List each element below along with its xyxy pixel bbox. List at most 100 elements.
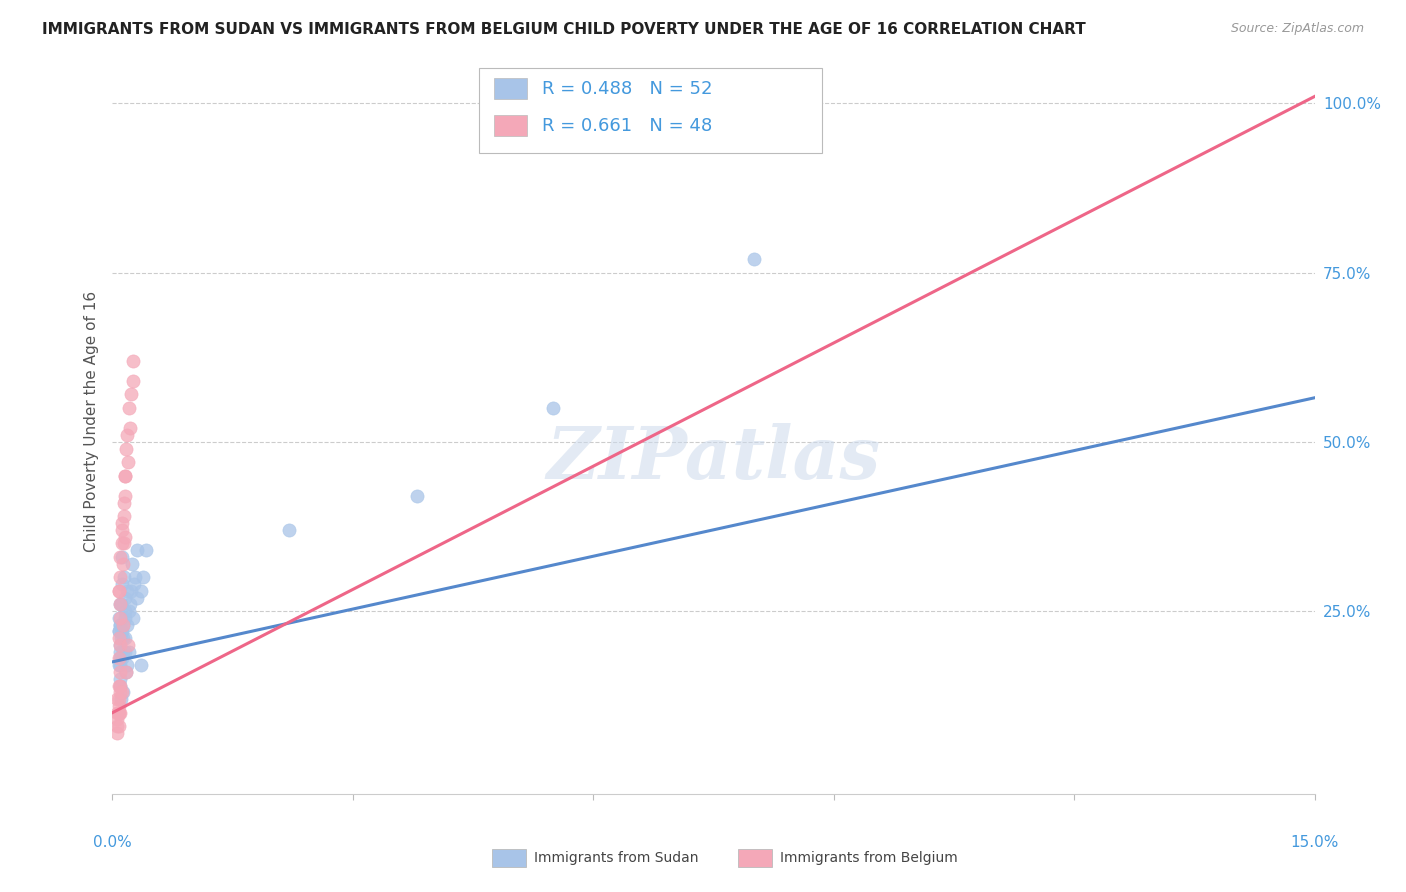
Text: R = 0.488   N = 52: R = 0.488 N = 52 (541, 79, 713, 97)
Point (108, 692, 131, 706)
Point (108, 583, 131, 598)
Point (110, 597, 132, 611)
Point (110, 611, 132, 625)
Point (108, 698, 131, 713)
Point (111, 557, 134, 571)
Point (105, 692, 128, 706)
Point (111, 523, 134, 537)
Point (112, 536, 135, 550)
Point (122, 577, 145, 591)
Point (110, 658, 132, 673)
Point (110, 692, 132, 706)
Point (117, 401, 139, 415)
Point (112, 570, 135, 584)
Point (114, 468, 136, 483)
Point (108, 617, 131, 632)
Point (110, 679, 132, 693)
Point (120, 421, 142, 435)
Point (114, 604, 136, 618)
Point (115, 658, 138, 673)
Point (105, 726, 128, 740)
Point (110, 617, 132, 632)
Point (406, 489, 429, 503)
Text: IMMIGRANTS FROM SUDAN VS IMMIGRANTS FROM BELGIUM CHILD POVERTY UNDER THE AGE OF : IMMIGRANTS FROM SUDAN VS IMMIGRANTS FROM… (42, 22, 1085, 37)
Point (114, 530, 136, 544)
Point (108, 583, 131, 598)
Point (110, 597, 132, 611)
Text: Immigrants from Sudan: Immigrants from Sudan (534, 851, 699, 865)
Point (742, 252, 765, 266)
Point (112, 496, 135, 510)
Point (115, 583, 138, 598)
Point (120, 597, 142, 611)
Point (114, 591, 136, 605)
Text: R = 0.661   N = 48: R = 0.661 N = 48 (541, 117, 711, 135)
Point (108, 611, 131, 625)
Point (121, 557, 143, 571)
Point (115, 617, 138, 632)
Point (129, 658, 152, 673)
Point (110, 645, 132, 659)
Point (111, 536, 134, 550)
Point (115, 442, 138, 456)
Text: 0.0%: 0.0% (93, 835, 132, 849)
Point (110, 549, 132, 564)
Point (277, 523, 299, 537)
Point (108, 672, 131, 686)
Point (108, 679, 131, 693)
Point (114, 645, 136, 659)
Point (135, 543, 157, 558)
Point (118, 645, 141, 659)
Point (110, 685, 132, 699)
Text: 15.0%: 15.0% (1291, 835, 1339, 849)
Point (111, 651, 134, 665)
Point (108, 706, 131, 720)
Point (110, 570, 132, 584)
Point (110, 706, 132, 720)
Point (115, 665, 138, 679)
Point (111, 577, 134, 591)
Point (111, 549, 134, 564)
Point (111, 685, 134, 699)
Point (117, 604, 139, 618)
Point (125, 543, 148, 558)
Point (543, 401, 565, 415)
FancyBboxPatch shape (494, 78, 527, 99)
Point (114, 468, 136, 483)
Point (122, 374, 145, 388)
Point (110, 638, 132, 652)
Point (121, 611, 143, 625)
Point (111, 645, 134, 659)
Point (132, 570, 155, 584)
Point (110, 631, 132, 645)
Point (120, 583, 142, 598)
Text: Immigrants from Belgium: Immigrants from Belgium (780, 851, 957, 865)
Point (105, 712, 128, 726)
Point (114, 611, 136, 625)
Point (110, 597, 132, 611)
FancyBboxPatch shape (494, 115, 527, 136)
Point (105, 706, 128, 720)
Text: ZIPatlas: ZIPatlas (547, 423, 880, 494)
Point (120, 387, 142, 401)
Point (108, 624, 131, 639)
Point (111, 516, 134, 530)
Point (127, 591, 149, 605)
Point (115, 665, 138, 679)
Point (110, 638, 132, 652)
Point (111, 617, 134, 632)
Point (117, 638, 139, 652)
Point (108, 624, 131, 639)
Point (108, 658, 131, 673)
Text: Source: ZipAtlas.com: Source: ZipAtlas.com (1230, 22, 1364, 36)
Point (117, 455, 139, 469)
Point (108, 706, 131, 720)
Point (114, 489, 136, 503)
Point (111, 617, 134, 632)
Point (115, 428, 138, 442)
FancyBboxPatch shape (479, 68, 821, 153)
Point (124, 570, 146, 584)
Point (111, 685, 134, 699)
Point (108, 651, 131, 665)
Point (114, 631, 136, 645)
